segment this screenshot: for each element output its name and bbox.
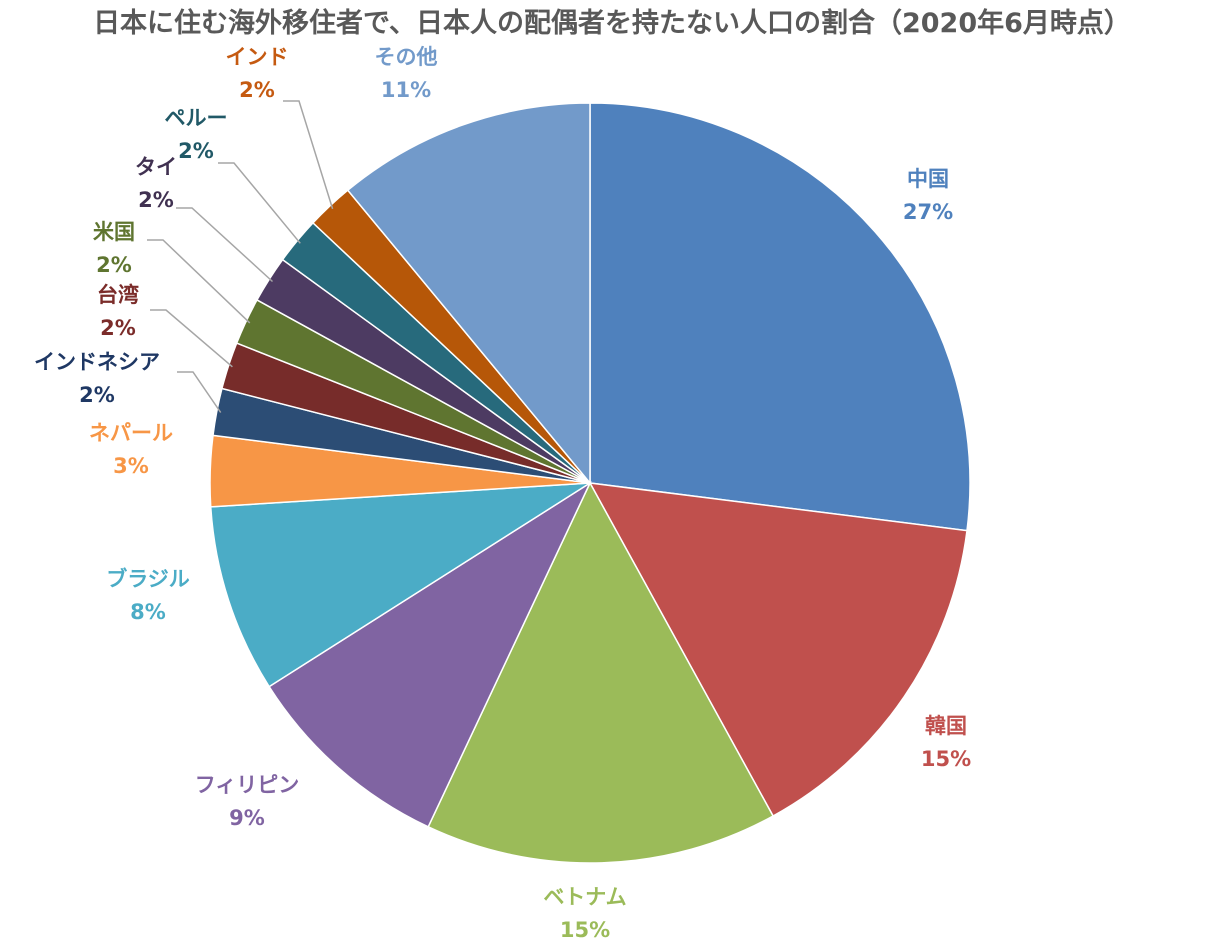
slice-label-value: 15%: [921, 747, 971, 771]
slice-label-name: 台湾: [97, 283, 139, 307]
slice-label-value: 11%: [381, 78, 431, 102]
slice-label-value: 2%: [239, 78, 275, 102]
leader-line-11: [218, 162, 301, 244]
slice-label-value: 2%: [100, 316, 136, 340]
slice-label-name: インド: [226, 45, 289, 69]
slice-label-name: ブラジル: [106, 567, 190, 591]
leader-line-9: [147, 239, 251, 324]
pie-slice-4: [268, 480, 592, 828]
leader-line-7: [177, 371, 222, 413]
slice-label-value: 8%: [130, 600, 166, 624]
slice-label-name: ベトナム: [543, 885, 626, 909]
slice-label-name: ネパール: [89, 421, 173, 445]
slice-label-name: タイ: [135, 155, 177, 179]
leader-line-10: [176, 207, 274, 283]
chart-title: 日本に住む海外移住者で、日本人の配偶者を持たない人口の割合（2020年6月時点）: [93, 7, 1131, 39]
leader-line-8: [150, 309, 233, 368]
slice-label-value: 2%: [138, 188, 174, 212]
slice-label-name: 米国: [93, 220, 135, 244]
slice-label-value: 9%: [229, 806, 265, 830]
slice-label-name: インドネシア: [34, 350, 160, 374]
slice-label-name: その他: [375, 45, 438, 69]
slice-label-value: 2%: [96, 253, 132, 277]
slice-label-value: 27%: [903, 200, 953, 224]
pie-slice-3: [427, 481, 775, 864]
pie-slice-5: [209, 482, 591, 688]
pie-slices: [209, 102, 971, 864]
pie-slice-1: [589, 102, 971, 532]
slice-label-value: 15%: [560, 918, 610, 942]
pie-slice-13: [346, 102, 591, 486]
slice-label-name: ペルー: [165, 106, 228, 130]
slice-label-value: 3%: [113, 454, 149, 478]
slice-label-name: 中国: [907, 167, 949, 191]
slice-label-value: 2%: [79, 383, 115, 407]
slice-label-name: フィリピン: [195, 773, 300, 797]
pie-slice-2: [588, 482, 968, 818]
slice-label-name: 韓国: [925, 714, 967, 738]
slice-labels: 中国 27% 韓国 15% ベトナム 15% フィリピン 9% ブラジル 8% ネパール 3% インドネ…: [34, 45, 971, 942]
slice-label-value: 2%: [178, 139, 214, 163]
leader-line-12: [283, 100, 334, 210]
leader-lines: [147, 100, 334, 413]
